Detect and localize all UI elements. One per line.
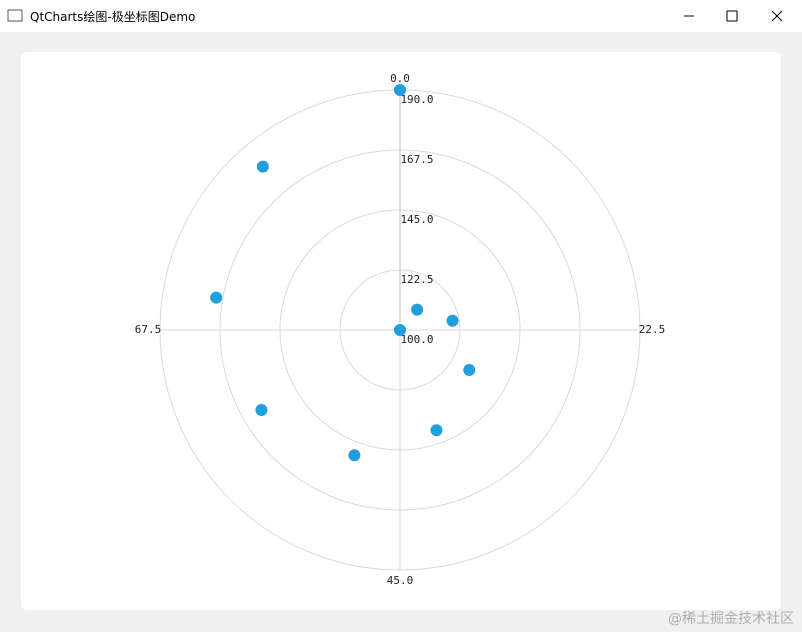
angular-tick-label: 0.0	[390, 72, 410, 85]
point	[446, 314, 459, 327]
watermark: @稀土掘金技术社区	[668, 611, 794, 627]
angular-tick-label: 22.5	[639, 323, 666, 336]
window-title: QtCharts绘图-极坐标图Demo	[30, 10, 196, 24]
point	[210, 291, 223, 304]
point	[411, 303, 424, 316]
title-bar: QtCharts绘图-极坐标图Demo	[0, 0, 802, 32]
angular-tick-label: 45.0	[387, 574, 414, 587]
point	[394, 84, 406, 96]
radial-tick-label: 145.0	[400, 213, 433, 226]
radial-tick-label: 167.5	[400, 153, 433, 166]
angular-tick-label: 67.5	[135, 323, 162, 336]
point	[255, 404, 268, 416]
title-icons	[7, 9, 783, 22]
app-icon	[7, 9, 23, 22]
radial-tick-label: 190.0	[400, 93, 433, 106]
radial-tick-label: 100.0	[400, 333, 433, 346]
radial-tick-label: 122.5	[400, 273, 433, 286]
point	[256, 160, 269, 173]
point	[348, 449, 361, 462]
close-button[interactable]	[771, 10, 783, 22]
maximize-button[interactable]	[726, 10, 738, 22]
point	[430, 424, 443, 437]
point	[463, 364, 476, 376]
point	[394, 324, 406, 336]
